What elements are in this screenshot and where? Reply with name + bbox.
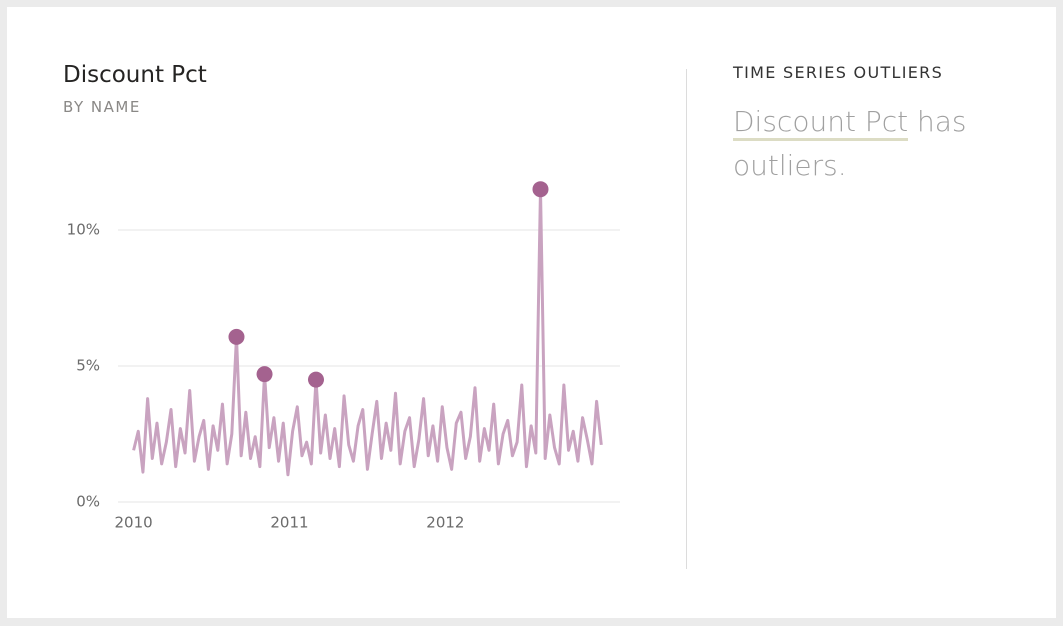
y-tick-label: 5%: [76, 357, 100, 375]
chart-title: Discount Pct: [63, 62, 207, 88]
x-tick-label: 2012: [426, 514, 464, 532]
line: [132, 187, 603, 477]
outlier-marker: [532, 181, 549, 198]
x-tick-label: 2011: [270, 514, 308, 532]
outlier-marker: [256, 366, 273, 383]
outlier-marker: [307, 371, 324, 388]
divider: [686, 69, 687, 569]
insight-text: has outliers.: [733, 105, 967, 182]
outlier-marker: [228, 328, 245, 345]
y-tick-label: 0%: [76, 493, 100, 511]
insight: Discount Pct has outliers.: [733, 100, 1013, 188]
chart-subtitle: BY NAME: [63, 98, 141, 116]
x-tick-label: 2010: [114, 514, 152, 532]
insight-heading: TIME SERIES OUTLIERS: [733, 63, 944, 82]
insight-subject[interactable]: Discount Pct: [733, 105, 909, 141]
card: [7, 7, 1056, 618]
y-tick-label: 10%: [67, 221, 100, 239]
